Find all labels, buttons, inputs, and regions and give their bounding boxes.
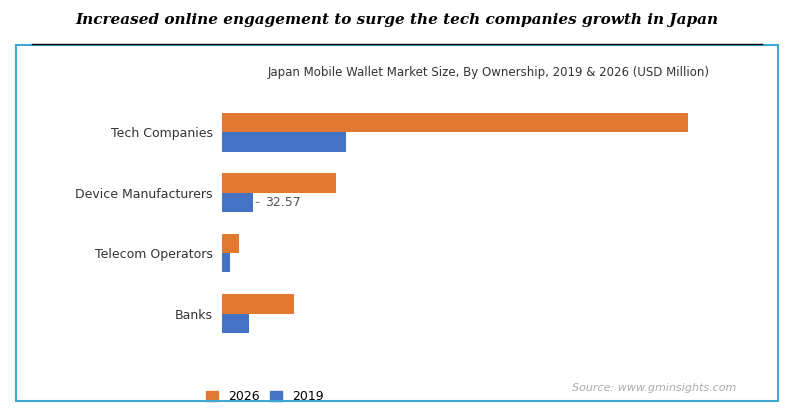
Bar (222, 234, 240, 253)
Bar (222, 132, 346, 152)
Bar (222, 173, 337, 193)
Bar (222, 314, 249, 333)
Text: 32.57: 32.57 (256, 196, 300, 209)
Bar (222, 113, 688, 132)
Legend: 2026, 2019: 2026, 2019 (201, 385, 329, 408)
Bar (222, 294, 294, 314)
Bar (222, 193, 253, 212)
Text: Increased online engagement to surge the tech companies growth in Japan: Increased online engagement to surge the… (75, 13, 719, 27)
Title: Japan Mobile Wallet Market Size, By Ownership, 2019 & 2026 (USD Million): Japan Mobile Wallet Market Size, By Owne… (268, 66, 709, 79)
Text: Source: www.gminsights.com: Source: www.gminsights.com (572, 383, 736, 393)
Bar (222, 253, 230, 272)
